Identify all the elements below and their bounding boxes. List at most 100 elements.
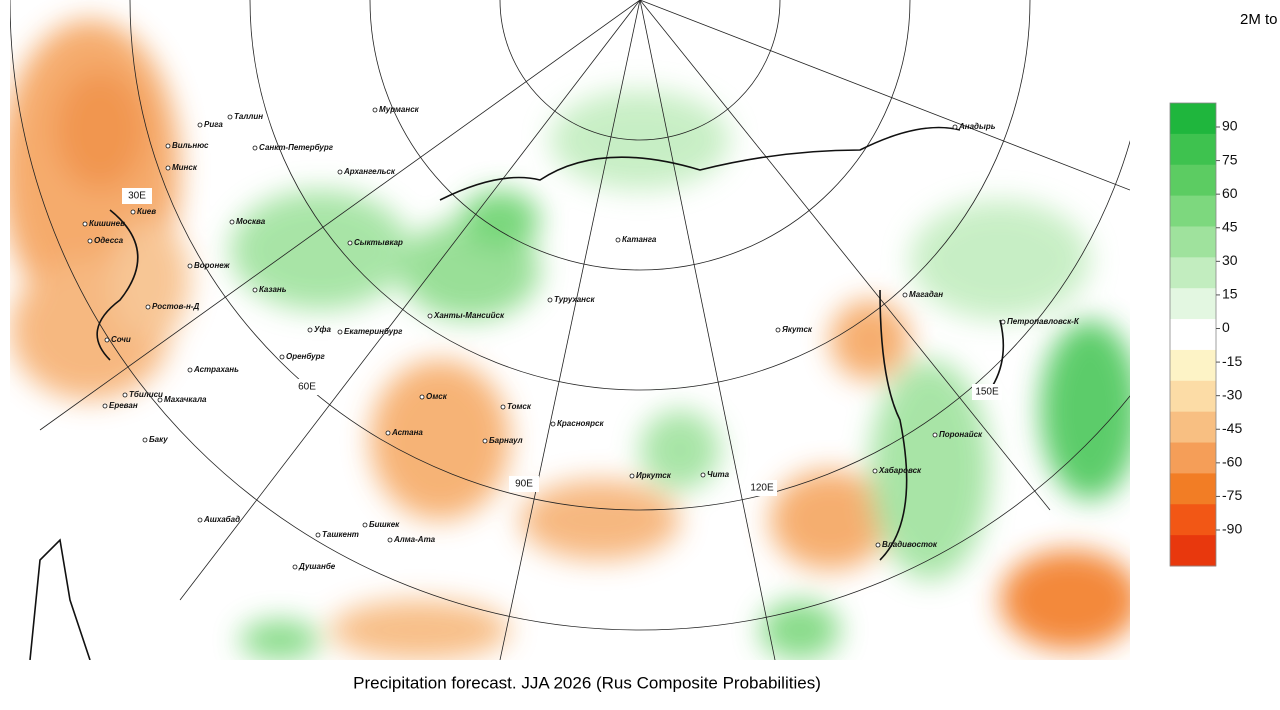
longitude-box: [972, 384, 1002, 400]
city-label: Одесса: [94, 236, 124, 245]
colorbar-swatch: [1170, 442, 1216, 474]
city-dot: [385, 430, 391, 436]
city-dot: [700, 472, 706, 478]
colorbar-tick-label: -75: [1222, 487, 1242, 503]
caption: Precipitation forecast. JJA 2026 (Rus Co…: [353, 673, 821, 692]
city-label: Астрахань: [193, 365, 239, 374]
city-label: Оренбург: [286, 352, 325, 361]
longitude-label: 60E: [298, 382, 316, 393]
city-label: Баку: [149, 435, 168, 444]
city-label: Душанбе: [298, 562, 336, 571]
colorbar-swatch: [1170, 380, 1216, 413]
city-dot: [547, 297, 553, 303]
colorbar-swatch: [1170, 195, 1216, 227]
city-dot: [615, 237, 621, 243]
city-dot: [252, 145, 258, 151]
corner-text: 2M to: [1240, 11, 1278, 28]
city-dot: [187, 367, 193, 373]
colorbar-tick-label: 90: [1222, 118, 1238, 134]
city-label: Омск: [426, 392, 448, 401]
colorbar-swatch: [1170, 411, 1216, 444]
city-label: Таллин: [234, 112, 263, 121]
colorbar-tick-label: 15: [1222, 286, 1238, 302]
colorbar-frame: [1169, 102, 1217, 567]
city-dot: [347, 240, 353, 246]
city-label: Мурманск: [379, 105, 420, 114]
colorbar-tick-label: 60: [1222, 185, 1238, 201]
colorbar-tick-label: 30: [1222, 252, 1238, 268]
city-label: Архангельск: [343, 167, 396, 176]
city-label: Тбилиси: [129, 390, 163, 399]
colorbar-swatch: [1170, 319, 1216, 351]
city-dot: [157, 397, 163, 403]
city-dot: [427, 313, 433, 319]
city-dot: [337, 169, 343, 175]
city-label: Магадан: [909, 290, 943, 299]
city-label: Анадырь: [958, 122, 996, 131]
colorbar-swatch: [1170, 504, 1216, 536]
city-label: Екатеринбург: [344, 327, 403, 336]
colorbar-tick-label: -15: [1222, 353, 1242, 369]
city-label: Чита: [707, 470, 730, 479]
city-dot: [307, 327, 313, 333]
city-label: Уфа: [314, 325, 331, 334]
city-dot: [187, 263, 193, 269]
city-dot: [337, 329, 343, 335]
colorbar-swatch: [1170, 349, 1216, 382]
city-dot: [629, 473, 635, 479]
colorbar: 90 75 60 45 30 15 0 -15 -30 -45 -60 -75 -90: [1169, 102, 1242, 567]
longitude-box: [747, 480, 777, 496]
city-dot: [197, 517, 203, 523]
city-label: Махачкала: [164, 395, 207, 404]
city-dot: [165, 143, 171, 149]
longitude-label: 150E: [975, 387, 999, 398]
city-dot: [902, 292, 908, 298]
colorbar-swatch: [1170, 133, 1216, 166]
colorbar-tick-label: 75: [1222, 151, 1238, 167]
city-label: Туруханск: [554, 295, 595, 304]
longitude-label: 30E: [128, 191, 146, 202]
city-dot: [122, 392, 128, 398]
city-label: Минск: [172, 163, 198, 172]
city-dot: [419, 394, 425, 400]
city-dot: [102, 403, 108, 409]
labels: Мурманск Рига Таллин Санкт-Петербург Арханге…: [82, 105, 1080, 571]
city-label: Киев: [137, 207, 156, 216]
city-dot: [82, 221, 88, 227]
colorbar-swatch: [1170, 164, 1216, 197]
longitude-box: [509, 476, 539, 492]
city-dot: [362, 522, 368, 528]
colorbar-swatch: [1170, 257, 1216, 289]
city-label: Ереван: [109, 401, 138, 410]
city-dot: [142, 437, 148, 443]
city-dot: [932, 432, 938, 438]
city-label: Ростов-н-Д: [152, 302, 199, 311]
city-label: Красноярск: [557, 419, 604, 428]
city-label: Москва: [236, 217, 266, 226]
city-label: Катанга: [622, 235, 657, 244]
map-field: [10, 0, 1130, 660]
colorbar-tick-label: -90: [1222, 521, 1242, 537]
city-dot: [145, 304, 151, 310]
city-label: Казань: [259, 285, 287, 294]
city-dot: [875, 542, 881, 548]
city-dot: [197, 122, 203, 128]
city-dot: [1000, 319, 1006, 325]
colorbar-swatch: [1170, 288, 1216, 320]
city-dot: [279, 354, 285, 360]
city-dot: [229, 219, 235, 225]
city-label: Хабаровск: [878, 466, 922, 475]
longitude-label: 90E: [515, 479, 533, 490]
longitude-label: 120E: [750, 483, 774, 494]
longitude-box: [122, 188, 152, 204]
colorbar-swatch: [1170, 226, 1216, 258]
city-label: Вильнюс: [172, 141, 209, 150]
city-dot: [292, 564, 298, 570]
city-label: Ашхабад: [203, 515, 240, 524]
city-label: Санкт-Петербург: [259, 143, 334, 152]
city-dot: [482, 438, 488, 444]
city-dot: [104, 337, 110, 343]
city-label: Бишкек: [369, 520, 400, 529]
city-dot: [500, 404, 506, 410]
